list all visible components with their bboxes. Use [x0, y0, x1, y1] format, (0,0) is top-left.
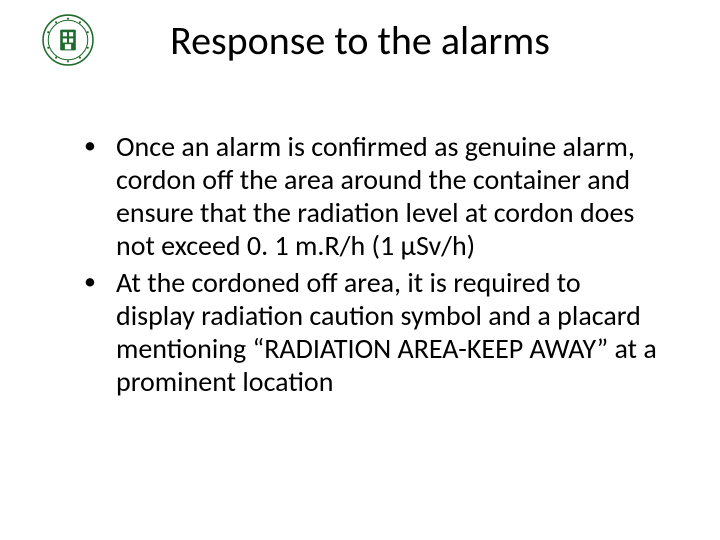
bullet-item: At the cordoned off area, it is required… — [78, 266, 660, 398]
slide: Response to the alarms Once an alarm is … — [0, 0, 720, 540]
slide-title: Response to the alarms — [0, 16, 720, 65]
slide-body: Once an alarm is confirmed as genuine al… — [78, 130, 660, 402]
bullet-item: Once an alarm is confirmed as genuine al… — [78, 130, 660, 262]
bullet-list: Once an alarm is confirmed as genuine al… — [78, 130, 660, 398]
